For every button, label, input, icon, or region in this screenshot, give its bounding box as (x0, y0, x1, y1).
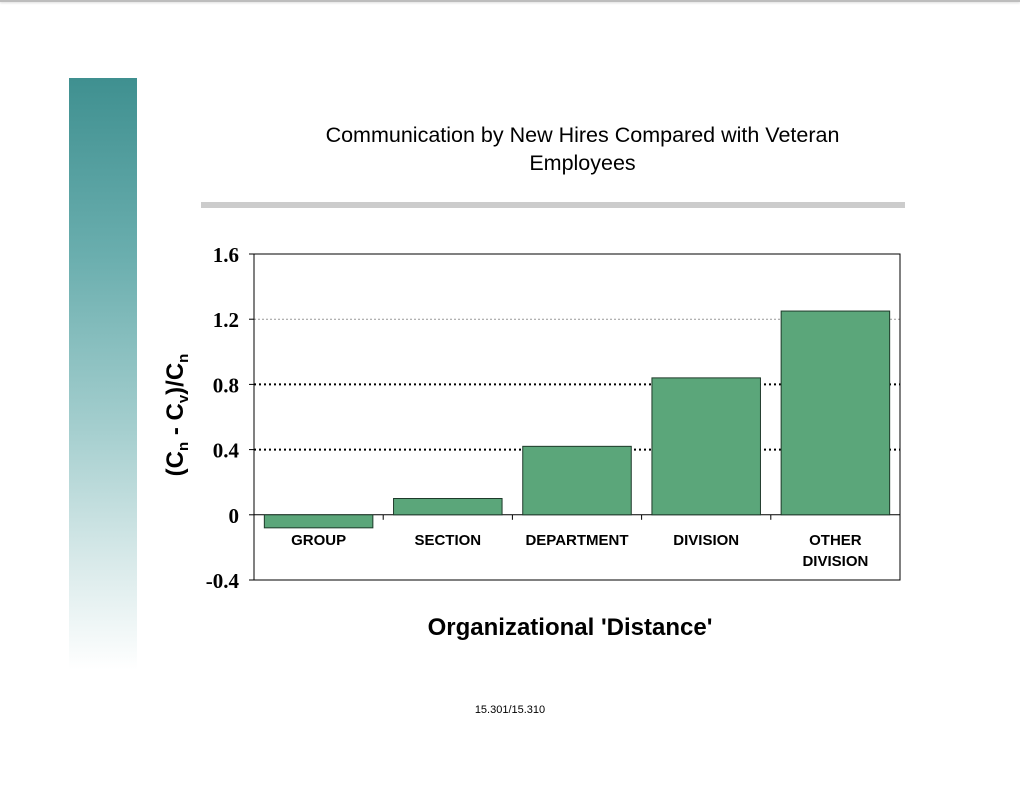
chart-title-line-1: Communication by New Hires Compared with… (325, 123, 840, 147)
category-labels: GROUP SECTION DEPARTMENT DIVISION OTHER DIVIS… (291, 532, 868, 570)
plot-area-frame (253, 253, 901, 581)
category-label: DEPARTMENT (525, 532, 628, 549)
y-tick-label: 1.2 (213, 308, 239, 332)
bar (393, 498, 503, 516)
y-tick-label: -0.4 (206, 569, 240, 593)
y-tick-labels: 1.6 1.2 0.8 0.4 0 -0.4 (206, 243, 254, 593)
bar (263, 514, 374, 529)
bar (651, 377, 761, 516)
y-tick-label: 0.8 (213, 373, 239, 397)
top-border (0, 0, 1020, 2)
decorative-side-band (69, 78, 137, 670)
category-label: GROUP (291, 532, 346, 549)
y-tick-label: 0 (229, 504, 240, 528)
chart-title-line-2: Employees (529, 151, 636, 175)
chart-title: Communication by New Hires Compared with… (290, 121, 875, 177)
category-label: DIVISION (673, 532, 739, 549)
category-label: DIVISION (802, 553, 868, 570)
category-label: SECTION (414, 532, 481, 549)
title-divider (201, 202, 905, 208)
category-label: OTHER (809, 532, 862, 549)
footer-course-code: 15.301/15.310 (474, 704, 546, 716)
y-tick-label: 0.4 (213, 439, 240, 463)
y-axis-label: (Cn - Cv)/Cn (162, 354, 192, 477)
y-tick-label: 1.6 (213, 243, 239, 267)
x-axis-label: Organizational 'Distance' (428, 614, 713, 641)
bar (522, 445, 632, 516)
bars (263, 310, 891, 529)
bar (780, 310, 891, 516)
